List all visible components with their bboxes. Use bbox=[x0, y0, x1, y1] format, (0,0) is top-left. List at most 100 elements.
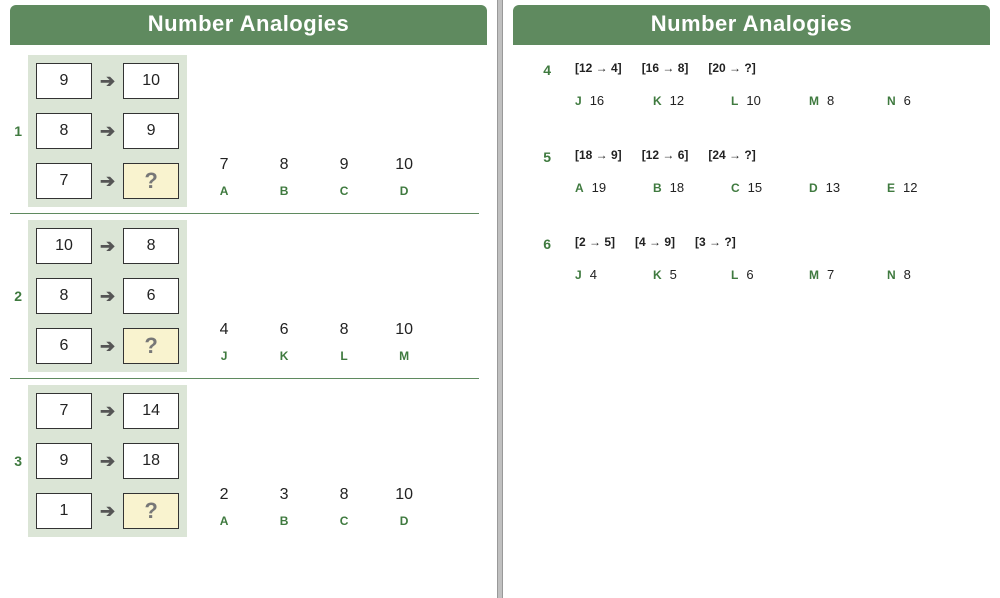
option[interactable]: C15 bbox=[731, 180, 781, 195]
pair-grid: 9 ➔ 10 8 ➔ 9 7 ➔ ? bbox=[28, 55, 187, 207]
question-block: 5 [18 → 9] [12 → 6] [24 → ?] A19 B18 C15… bbox=[503, 142, 1000, 201]
arrow-icon: ➔ bbox=[98, 286, 117, 307]
arrow-icon: ➔ bbox=[98, 501, 117, 522]
left-title: Number Analogies bbox=[10, 5, 487, 45]
options: A19 B18 C15 D13 E12 bbox=[575, 180, 937, 195]
option-value[interactable]: 10 bbox=[395, 486, 413, 504]
option-letter: C bbox=[335, 184, 353, 198]
number-box: 6 bbox=[123, 278, 179, 314]
number-box: 8 bbox=[36, 278, 92, 314]
pair: [12 → 4] bbox=[575, 61, 622, 75]
arrow-icon: ➔ bbox=[98, 236, 117, 257]
option[interactable]: A19 bbox=[575, 180, 625, 195]
option-value[interactable]: 10 bbox=[395, 321, 413, 339]
answer-box: ? bbox=[123, 163, 179, 199]
option-value[interactable]: 8 bbox=[335, 321, 353, 339]
option[interactable]: J4 bbox=[575, 267, 625, 282]
question-number: 6 bbox=[533, 235, 551, 282]
option[interactable]: B18 bbox=[653, 180, 703, 195]
option-letter: D bbox=[395, 514, 413, 528]
option-letter: C bbox=[335, 514, 353, 528]
question-block: 6 [2 → 5] [4 → 9] [3 → ?] J4 K5 L6 M7 N8 bbox=[503, 229, 1000, 288]
option[interactable]: M7 bbox=[809, 267, 859, 282]
answer-box: ? bbox=[123, 493, 179, 529]
option[interactable]: K5 bbox=[653, 267, 703, 282]
pair-grid: 10 ➔ 8 8 ➔ 6 6 ➔ ? bbox=[28, 220, 187, 372]
answer-box: ? bbox=[123, 328, 179, 364]
arrow-icon: ➔ bbox=[98, 451, 117, 472]
pair: [20 → ?] bbox=[708, 61, 755, 75]
option-letter: D bbox=[395, 184, 413, 198]
pair-grid: 7 ➔ 14 9 ➔ 18 1 ➔ ? bbox=[28, 385, 187, 537]
number-box: 1 bbox=[36, 493, 92, 529]
option-value[interactable]: 4 bbox=[215, 321, 233, 339]
question-number: 3 bbox=[10, 453, 22, 469]
option-letter: K bbox=[275, 349, 293, 363]
option-letter: J bbox=[215, 349, 233, 363]
pair-list: [12 → 4] [16 → 8] [20 → ?] bbox=[575, 61, 937, 75]
arrow-icon: ➔ bbox=[98, 121, 117, 142]
number-box: 9 bbox=[123, 113, 179, 149]
number-box: 10 bbox=[123, 63, 179, 99]
option-letter: A bbox=[215, 514, 233, 528]
pair-list: [2 → 5] [4 → 9] [3 → ?] bbox=[575, 235, 937, 249]
options: 4 J 6 K 8 L 10 M bbox=[215, 321, 413, 363]
number-box: 7 bbox=[36, 393, 92, 429]
pair: [4 → 9] bbox=[635, 235, 675, 249]
option[interactable]: L10 bbox=[731, 93, 781, 108]
arrow-icon: ➔ bbox=[98, 71, 117, 92]
option[interactable]: N6 bbox=[887, 93, 937, 108]
question-block: 2 10 ➔ 8 8 ➔ 6 6 ➔ ? 4 J 6 K 8 L 10 M bbox=[10, 220, 479, 379]
right-title: Number Analogies bbox=[513, 5, 990, 45]
options: J4 K5 L6 M7 N8 bbox=[575, 267, 937, 282]
question-block: 3 7 ➔ 14 9 ➔ 18 1 ➔ ? 2 A 3 B 8 C 10 D bbox=[0, 385, 497, 537]
pair-list: [18 → 9] [12 → 6] [24 → ?] bbox=[575, 148, 937, 162]
option-value[interactable]: 7 bbox=[215, 156, 233, 174]
option-letter: B bbox=[275, 514, 293, 528]
number-box: 18 bbox=[123, 443, 179, 479]
pair: [3 → ?] bbox=[695, 235, 736, 249]
option-value[interactable]: 10 bbox=[395, 156, 413, 174]
option-value[interactable]: 8 bbox=[335, 486, 353, 504]
option-letter: M bbox=[395, 349, 413, 363]
option-letter: B bbox=[275, 184, 293, 198]
arrow-icon: ➔ bbox=[98, 336, 117, 357]
number-box: 6 bbox=[36, 328, 92, 364]
arrow-icon: ➔ bbox=[98, 401, 117, 422]
pair: [18 → 9] bbox=[575, 148, 622, 162]
pair: [24 → ?] bbox=[708, 148, 755, 162]
pair: [12 → 6] bbox=[642, 148, 689, 162]
question-number: 4 bbox=[533, 61, 551, 108]
pair: [2 → 5] bbox=[575, 235, 615, 249]
option[interactable]: M8 bbox=[809, 93, 859, 108]
option-value[interactable]: 8 bbox=[275, 156, 293, 174]
arrow-icon: ➔ bbox=[98, 171, 117, 192]
pair: [16 → 8] bbox=[642, 61, 689, 75]
options: J16 K12 L10 M8 N6 bbox=[575, 93, 937, 108]
option-value[interactable]: 3 bbox=[275, 486, 293, 504]
options: 2 A 3 B 8 C 10 D bbox=[215, 486, 413, 528]
question-block: 1 9 ➔ 10 8 ➔ 9 7 ➔ ? 7A 8B 9C 10D bbox=[10, 55, 479, 214]
number-box: 8 bbox=[123, 228, 179, 264]
number-box: 9 bbox=[36, 63, 92, 99]
question-block: 4 [12 → 4] [16 → 8] [20 → ?] J16 K12 L10… bbox=[503, 55, 1000, 114]
option[interactable]: K12 bbox=[653, 93, 703, 108]
option-letter: A bbox=[215, 184, 233, 198]
option[interactable]: N8 bbox=[887, 267, 937, 282]
option[interactable]: E12 bbox=[887, 180, 937, 195]
number-box: 7 bbox=[36, 163, 92, 199]
option-letter: L bbox=[335, 349, 353, 363]
option-value[interactable]: 2 bbox=[215, 486, 233, 504]
question-number: 2 bbox=[10, 288, 22, 304]
question-number: 5 bbox=[533, 148, 551, 195]
option[interactable]: L6 bbox=[731, 267, 781, 282]
right-page: Number Analogies 4 [12 → 4] [16 → 8] [20… bbox=[503, 0, 1000, 598]
options: 7 A 8 B 9 C 10 D bbox=[215, 156, 413, 198]
option[interactable]: J16 bbox=[575, 93, 625, 108]
number-box: 9 bbox=[36, 443, 92, 479]
option-value[interactable]: 9 bbox=[335, 156, 353, 174]
option-value[interactable]: 6 bbox=[275, 321, 293, 339]
option[interactable]: D13 bbox=[809, 180, 859, 195]
number-box: 10 bbox=[36, 228, 92, 264]
number-box: 14 bbox=[123, 393, 179, 429]
